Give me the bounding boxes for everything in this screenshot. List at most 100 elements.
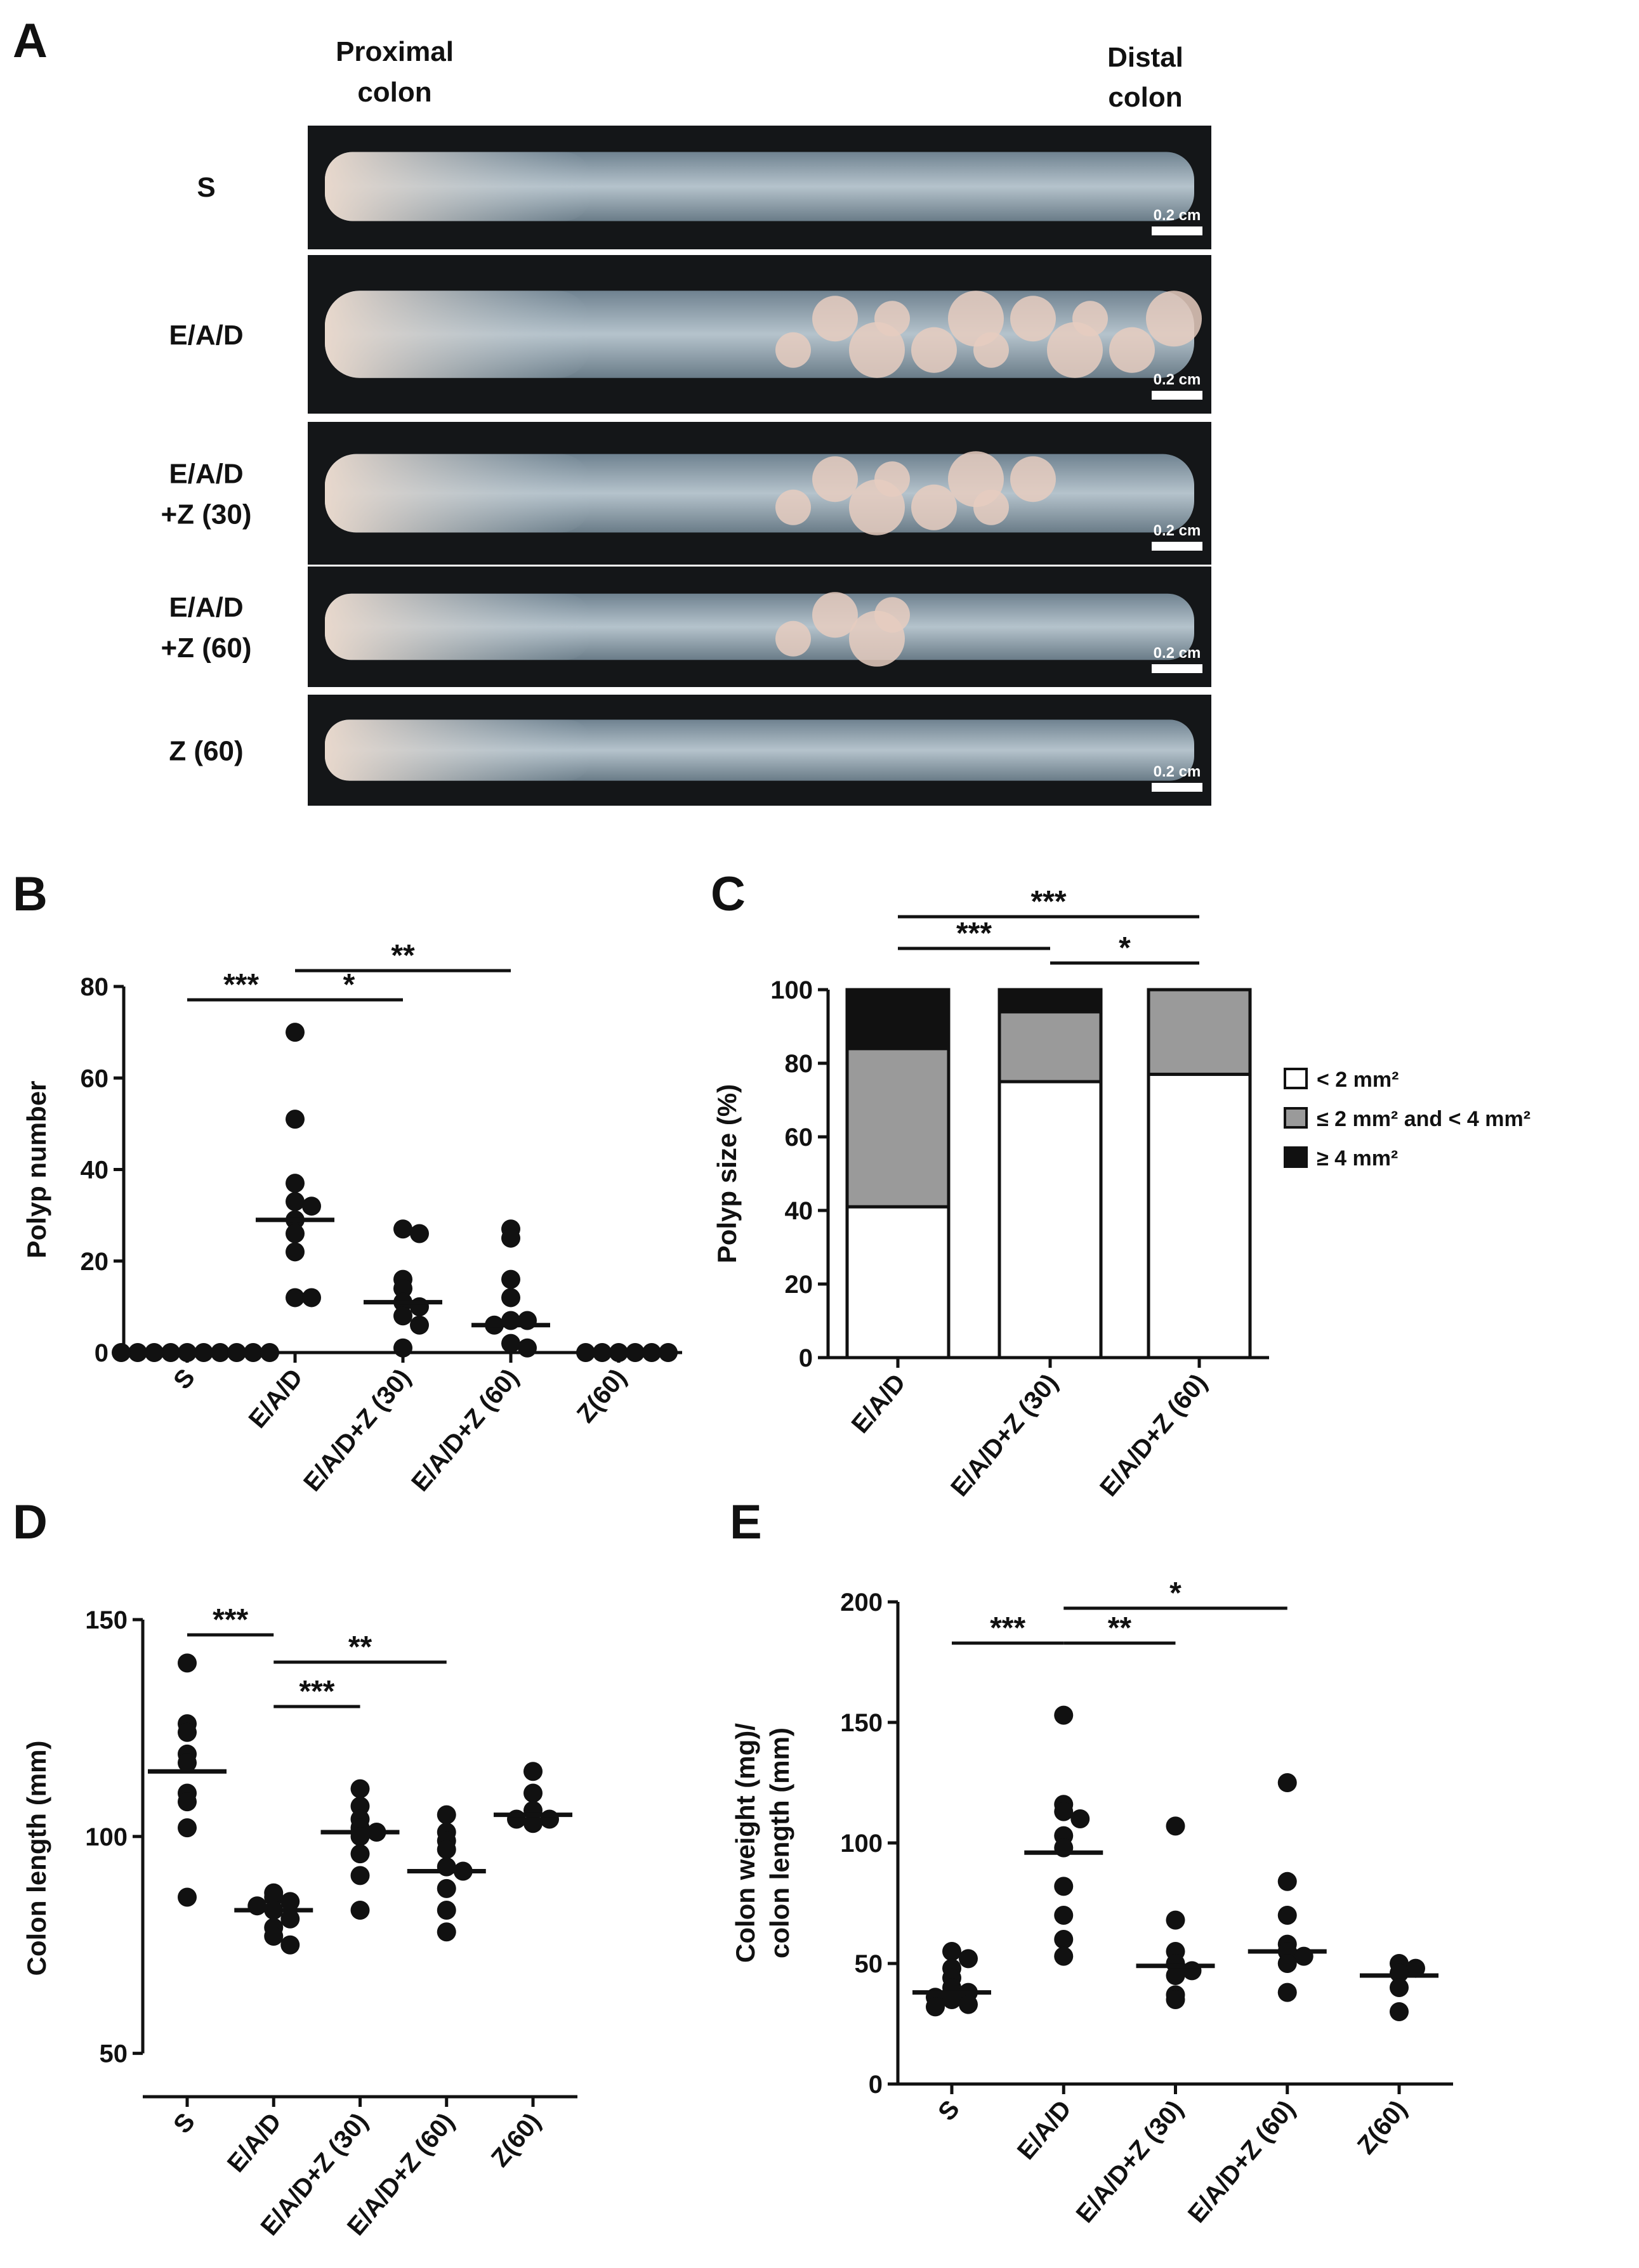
y-tick-label: 40 <box>81 1157 109 1184</box>
legend-swatch <box>1284 1068 1308 1089</box>
data-point <box>178 1753 197 1773</box>
polyp <box>775 489 811 525</box>
polyp <box>812 592 858 638</box>
data-point <box>1277 1954 1297 1973</box>
y-axis-title: Colon length (mm) <box>22 1741 51 1976</box>
bar-segment <box>997 1080 1103 1360</box>
data-point <box>501 1288 520 1308</box>
y-axis-title: Polyp number <box>22 1080 51 1258</box>
y-tick-label: 20 <box>785 1271 813 1299</box>
data-point <box>1277 1906 1297 1925</box>
legend-swatch <box>1284 1146 1308 1168</box>
data-point <box>1054 1802 1074 1821</box>
panel-label-e: E <box>730 1495 762 1549</box>
data-point <box>302 1288 321 1308</box>
polyp <box>874 597 910 633</box>
panel-label-c: C <box>711 867 746 921</box>
data-point <box>350 1901 370 1920</box>
treatment-label-line: +Z (60) <box>161 633 251 664</box>
data-point <box>286 1110 305 1129</box>
significance-label: * <box>1169 1576 1182 1610</box>
treatment-group-label: Z (60) <box>169 736 243 767</box>
data-point <box>501 1228 520 1248</box>
distal-colon-label: Distal colon <box>1107 42 1183 113</box>
data-point <box>410 1224 429 1243</box>
data-point <box>1390 1978 1409 1997</box>
data-point <box>247 1896 267 1916</box>
scale-bar <box>1152 391 1202 400</box>
data-point <box>350 1779 370 1799</box>
y-tick-label: 0 <box>799 1344 813 1372</box>
data-point <box>959 1949 978 1969</box>
proximal-folds <box>325 454 591 533</box>
data-point <box>523 1814 543 1833</box>
x-tick-label: E/A/D <box>222 2108 287 2178</box>
polyp <box>1072 301 1108 337</box>
legend-label: ≥ 4 mm² <box>1317 1146 1398 1170</box>
data-point <box>437 1857 456 1877</box>
bar-segment <box>1147 1072 1252 1360</box>
significance-label: ** <box>391 939 415 973</box>
significance-label: *** <box>990 1611 1025 1645</box>
data-point <box>350 1796 370 1816</box>
proximal-folds <box>325 152 591 221</box>
panel-label-a: A <box>13 14 48 68</box>
data-point <box>286 1174 305 1193</box>
data-point <box>128 1343 147 1362</box>
y-tick-label: 100 <box>840 1830 883 1858</box>
polyp <box>874 301 910 337</box>
data-point <box>302 1196 321 1216</box>
x-tick-label: Z(60) <box>486 2108 546 2172</box>
significance-label: * <box>343 968 355 1002</box>
significance-label: *** <box>956 917 992 950</box>
data-point <box>1054 1705 1074 1725</box>
data-point <box>507 1809 526 1829</box>
polyp <box>973 332 1009 368</box>
data-point <box>1054 1946 1074 1966</box>
treatment-group-label: E/A/D +Z (30) <box>161 459 251 530</box>
photo-frame <box>304 122 1215 811</box>
data-point <box>393 1219 412 1239</box>
data-point <box>1277 1871 1297 1891</box>
y-axis-title: Polyp size (%) <box>712 1084 742 1263</box>
significance-label: ** <box>1108 1611 1132 1645</box>
polyp <box>812 296 858 342</box>
x-tick-label: Z(60) <box>572 1364 632 1428</box>
data-point <box>942 1942 961 1961</box>
data-point <box>437 1840 456 1859</box>
significance-label: *** <box>1030 885 1066 919</box>
x-tick-label: E/A/D <box>846 1369 911 1439</box>
y-axis-title-line2: colon length (mm) <box>765 1727 794 1958</box>
data-point <box>540 1809 559 1829</box>
significance-label: ** <box>348 1630 372 1664</box>
data-point <box>350 1844 370 1864</box>
treatment-label-line: E/A/D <box>169 320 243 351</box>
scale-bar-label: 0.2 cm <box>1154 371 1201 388</box>
colon-photo-row: 0.2 cm E/A/D +Z (30) <box>161 422 1213 565</box>
y-tick-label: 40 <box>785 1197 813 1225</box>
bar-segment <box>845 1047 951 1209</box>
scale-bar-label: 0.2 cm <box>1154 207 1201 224</box>
x-tick-label: E/A/D <box>1012 2095 1077 2165</box>
bar-segment <box>997 1010 1103 1084</box>
legend-swatch <box>1284 1107 1308 1129</box>
distal-label-line1: Distal <box>1107 42 1183 73</box>
y-tick-label: 150 <box>85 1606 128 1634</box>
data-point <box>1166 1966 1185 1985</box>
x-tick-label: E/A/D+Z (60) <box>1183 2095 1301 2229</box>
polyp <box>973 489 1009 525</box>
y-tick-label: 100 <box>770 976 813 1004</box>
data-point <box>393 1306 412 1326</box>
scale-bar <box>1152 783 1202 792</box>
proximal-label-line1: Proximal <box>336 36 454 67</box>
y-tick-label: 200 <box>840 1589 883 1616</box>
scale-bar-label: 0.2 cm <box>1154 645 1201 662</box>
x-tick-label: Z(60) <box>1352 2095 1412 2160</box>
y-tick-label: 0 <box>869 2071 883 2099</box>
data-point <box>286 1288 305 1308</box>
x-tick-label: E/A/D+Z (60) <box>406 1364 524 1497</box>
data-point <box>1166 1910 1185 1930</box>
data-point <box>286 1191 305 1211</box>
